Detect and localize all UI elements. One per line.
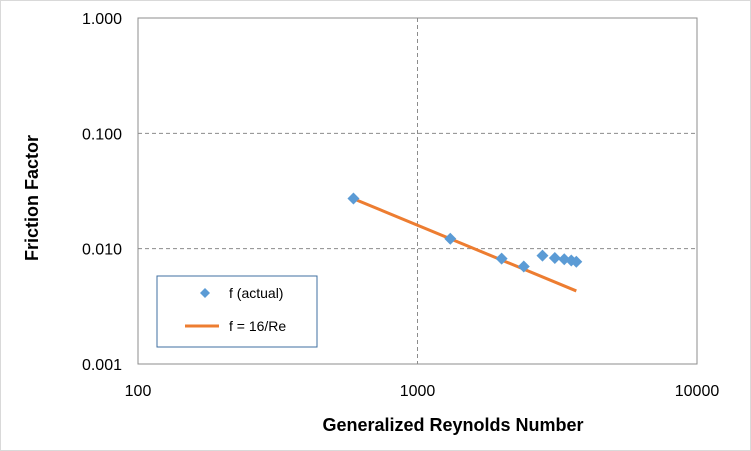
legend-label-actual: f (actual) [229, 285, 283, 301]
legend-box [156, 275, 318, 348]
y-tick-label: 0.001 [82, 357, 122, 374]
x-axis-title: Generalized Reynolds Number [322, 415, 583, 435]
y-axis-title: Friction Factor [22, 135, 42, 261]
grid-lines [138, 18, 697, 364]
data-point-marker [548, 251, 561, 264]
data-point-marker [444, 232, 457, 245]
data-point-marker [517, 260, 530, 273]
data-point-marker [570, 255, 583, 268]
legend-label-16-over-re: f = 16/Re [229, 318, 286, 334]
x-tick-labels: 100 1000 10000 [125, 383, 720, 400]
plot-border [137, 17, 698, 365]
series-points-group [347, 192, 583, 273]
x-tick-label: 1000 [400, 383, 436, 400]
data-point-marker [347, 192, 360, 205]
legend: f (actual) f = 16/Re [156, 275, 318, 348]
series-line [352, 197, 577, 293]
legend-diamond-marker [200, 288, 210, 298]
x-tick-label: 10000 [675, 383, 720, 400]
y-tick-labels: 1.000 0.100 0.010 0.001 [82, 11, 122, 374]
y-tick-label: 0.100 [82, 126, 122, 143]
data-point-marker [536, 249, 549, 262]
data-point-marker [495, 252, 508, 265]
series-line-group [352, 197, 577, 293]
y-tick-label: 0.010 [82, 242, 122, 259]
x-tick-label: 100 [125, 383, 152, 400]
y-tick-label: 1.000 [82, 11, 122, 28]
